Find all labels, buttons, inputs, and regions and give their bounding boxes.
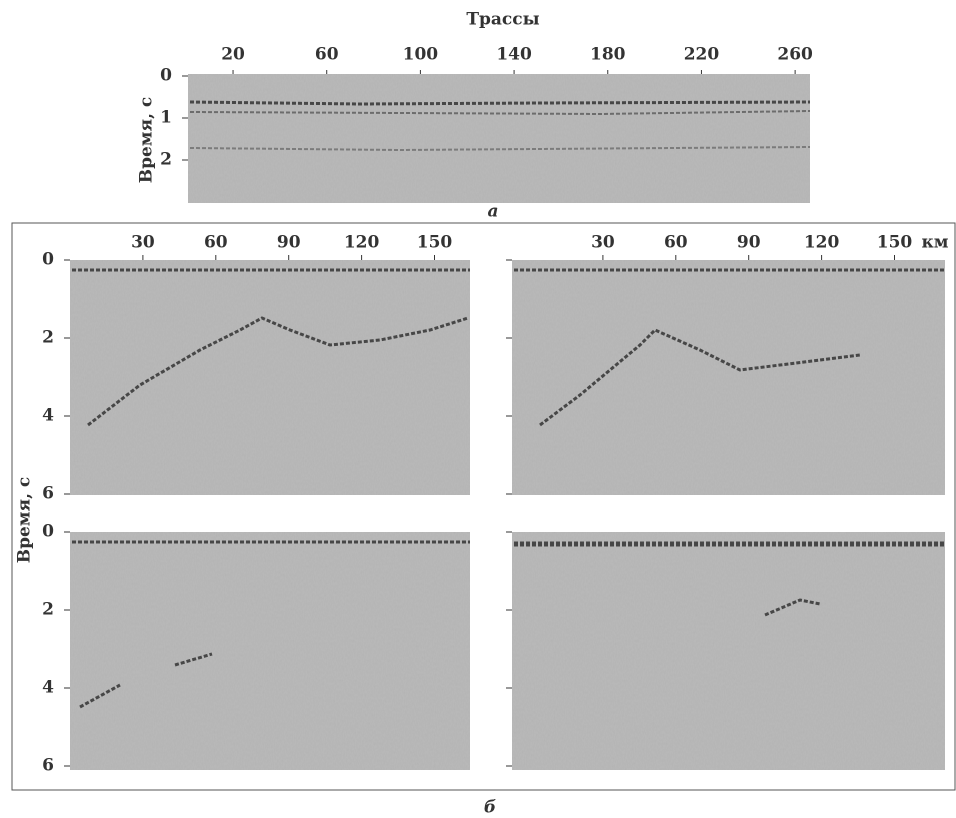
x-tick-label: 30 — [131, 233, 155, 253]
x-tick-label: 260 — [777, 45, 813, 65]
x-tick-label: 150 — [877, 233, 913, 253]
x-tick-label: 60 — [204, 233, 228, 253]
caption: а — [487, 202, 498, 222]
y-tick-label: 6 — [42, 756, 54, 776]
x-tick-label: 140 — [496, 45, 532, 65]
x-tick-label: 120 — [804, 233, 840, 253]
y-tick-label: 0 — [160, 66, 172, 86]
x-tick-label: 180 — [590, 45, 626, 65]
y-tick-label: 4 — [42, 678, 54, 698]
y-tick-label: 2 — [42, 328, 54, 348]
y-tick-label: 2 — [42, 600, 54, 620]
x-tick-label: 90 — [737, 233, 761, 253]
x-tick-label: 220 — [684, 45, 720, 65]
x-axis-title: Трассы — [466, 10, 539, 30]
y-tick-label: 0 — [42, 522, 54, 542]
caption: б — [484, 798, 496, 818]
seismic-image — [188, 74, 811, 203]
x-tick-label: 60 — [315, 45, 339, 65]
x-unit: км — [921, 233, 948, 253]
y-axis-title: Время, с — [15, 477, 35, 564]
x-tick-label: 20 — [221, 45, 245, 65]
x-tick-label: 150 — [417, 233, 453, 253]
y-tick-label: 6 — [42, 484, 54, 504]
x-tick-label: 100 — [403, 45, 439, 65]
seismic-images — [70, 260, 945, 770]
x-tick-label: 120 — [344, 233, 380, 253]
y-tick-label: 4 — [42, 406, 54, 426]
x-tick-label: 30 — [591, 233, 615, 253]
y-tick-label: 0 — [42, 250, 54, 270]
frame — [11, 222, 956, 791]
y-tick-label: 2 — [160, 150, 172, 170]
x-tick-label: 60 — [664, 233, 688, 253]
y-axis-title: Время, с — [137, 97, 157, 184]
y-tick-label: 1 — [160, 108, 172, 128]
x-tick-label: 90 — [277, 233, 301, 253]
